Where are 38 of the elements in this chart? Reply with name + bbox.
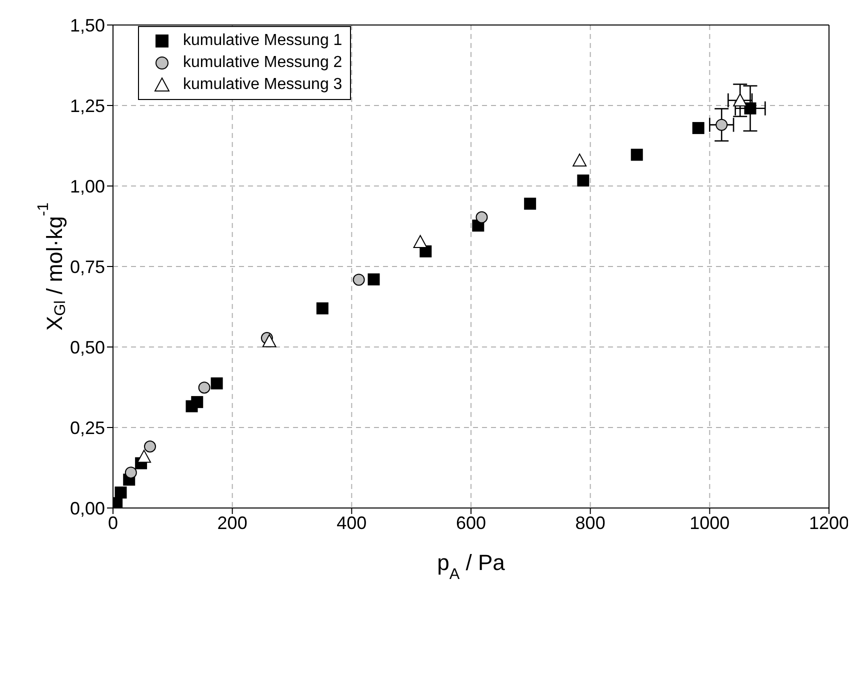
point — [114, 486, 127, 499]
x-tick-label: 1200 — [808, 512, 850, 533]
point — [716, 118, 728, 131]
point — [630, 148, 643, 161]
x-tick-label: 0 — [108, 512, 118, 533]
point — [316, 302, 328, 314]
point — [352, 274, 365, 286]
point — [524, 198, 536, 210]
point — [368, 273, 380, 286]
legend-label: kumulative Messung 2 — [183, 54, 342, 72]
y-tick-label: 0,00 — [70, 498, 105, 518]
y-tick-label: 0,25 — [70, 418, 105, 438]
point — [413, 235, 428, 248]
x-axis-title: p$_{A}$ / Pa — [437, 550, 506, 582]
point — [744, 102, 756, 114]
x-tick-label: 400 — [336, 512, 367, 533]
x-tick-label: 600 — [456, 512, 486, 533]
legend-label: kumulative Messung 3 — [183, 76, 342, 94]
point — [692, 122, 704, 134]
point — [733, 93, 748, 106]
point — [137, 450, 152, 463]
point — [144, 440, 156, 452]
point — [577, 174, 590, 187]
x-tick-label: 800 — [575, 512, 606, 533]
y-tick-label: 0,75 — [70, 256, 105, 277]
x-tick-label: 1000 — [690, 512, 730, 533]
point — [210, 377, 223, 390]
point — [262, 334, 276, 348]
y-tick-label: 1,50 — [70, 15, 105, 36]
point — [476, 211, 488, 224]
y-tick-label: 1,00 — [70, 176, 105, 196]
y-tick-label: 1,25 — [70, 96, 105, 116]
point — [572, 154, 587, 167]
point — [198, 382, 210, 394]
legend-label: kumulative Messung 1 — [183, 32, 342, 50]
point — [124, 466, 137, 479]
x-tick-label: 200 — [217, 512, 248, 533]
y-tick-label: 0,50 — [70, 337, 105, 358]
